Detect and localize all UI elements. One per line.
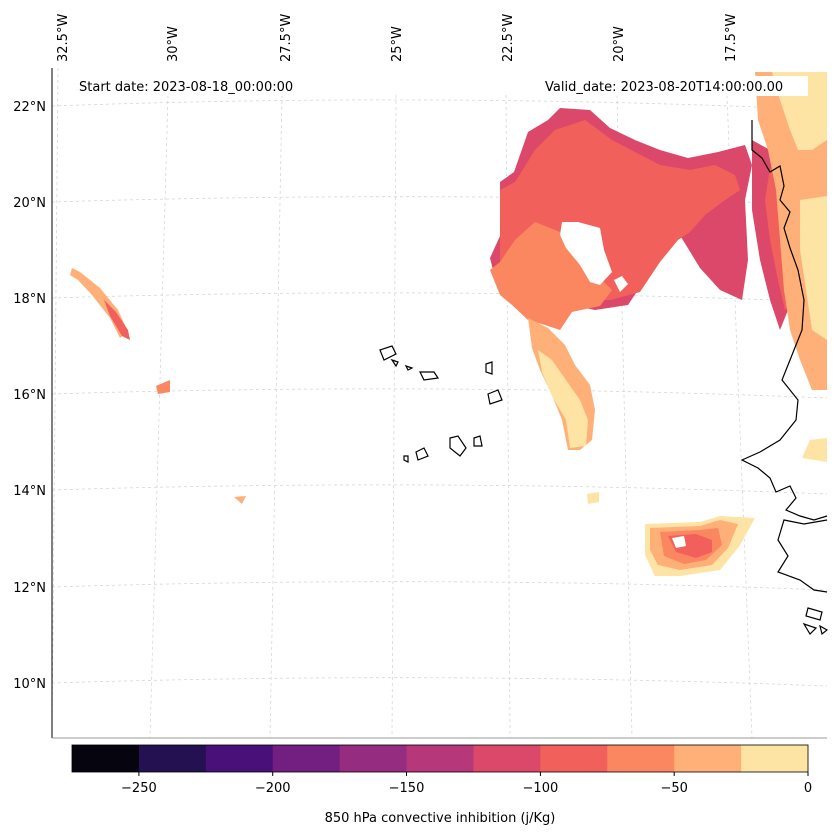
- colorbar-tick-label: −150: [389, 781, 425, 796]
- cin-field: [70, 72, 827, 576]
- meridian-line: [269, 94, 283, 739]
- colorbar: −250 −200 −150 −100 −50 0 850 hPa convec…: [71, 744, 812, 826]
- colorbar-swatch: [205, 745, 274, 772]
- cape-verde-island: [449, 435, 467, 457]
- meridian-line: [726, 94, 753, 739]
- meridian-line: [391, 94, 397, 739]
- parallel-line: [51, 677, 828, 687]
- map-frame: [51, 68, 827, 739]
- start-date-label: Start date: 2023-08-18_00:00:00: [79, 80, 293, 95]
- valid-date-label: Valid_date: 2023-08-20T14:00:00.00: [545, 80, 783, 95]
- bijagos-coastline: [802, 607, 829, 636]
- colorbar-swatch: [741, 745, 809, 772]
- valid-date-box: [540, 76, 808, 96]
- longitude-label: 30°W: [166, 26, 181, 62]
- cin-patch: [234, 496, 246, 504]
- cin-coastal-strip: [802, 438, 827, 462]
- cin-region-light: [490, 222, 612, 330]
- parallel-line: [51, 581, 828, 591]
- parallel-line: [51, 292, 828, 303]
- longitude-labels: 32.5°W 30°W 27.5°W 25°W 22.5°W 20°W 17.5…: [56, 14, 739, 62]
- cin-gap: [560, 222, 612, 285]
- longitude-label: 25°W: [390, 26, 405, 62]
- colorbar-swatch: [473, 745, 541, 772]
- parallel-line: [51, 484, 828, 495]
- meridian-line: [616, 94, 633, 739]
- latitude-label: 18°N: [13, 292, 46, 307]
- latitude-label: 10°N: [13, 677, 46, 692]
- colorbar-swatch: [674, 745, 742, 772]
- colorbar-swatch: [72, 745, 140, 772]
- longitude-label: 27.5°W: [279, 14, 294, 62]
- latitude-labels: 22°N 20°N 18°N 16°N 14°N 12°N 10°N: [13, 100, 46, 692]
- cin-coastal-lightest: [800, 196, 827, 340]
- graticule: [51, 67, 828, 739]
- colorbar-swatch: [540, 745, 608, 772]
- colorbar-tick-labels: −250 −200 −150 −100 −50 0: [121, 781, 812, 796]
- longitude-label: 32.5°W: [56, 14, 71, 62]
- colorbar-outline: [71, 744, 809, 773]
- coastlines: [379, 120, 829, 636]
- cin-gap: [614, 276, 628, 292]
- parallel-line: [51, 99, 828, 111]
- cin-patch: [104, 300, 130, 340]
- africa-coastline: [777, 519, 828, 593]
- colorbar-tick-label: −50: [660, 781, 687, 796]
- latitude-label: 16°N: [13, 388, 46, 403]
- latitude-label: 12°N: [13, 581, 46, 596]
- cape-verde-island: [415, 447, 429, 461]
- colorbar-title: 850 hPa convective inhibition (j/Kg): [325, 811, 556, 826]
- colorbar-tick-label: −250: [121, 781, 157, 796]
- colorbar-swatch: [272, 745, 341, 772]
- cape-verde-island: [390, 358, 399, 368]
- cape-verde-island: [473, 435, 483, 447]
- latitude-label: 20°N: [13, 196, 46, 211]
- colorbar-tick-label: 0: [804, 781, 812, 796]
- meridian-line: [51, 67, 59, 739]
- cape-verde-island: [404, 364, 414, 371]
- cin-patch: [587, 492, 599, 504]
- cape-verde-island: [379, 345, 397, 361]
- cin-region-lightest: [538, 350, 588, 448]
- latitude-label: 14°N: [13, 484, 46, 499]
- colorbar-tick-label: −100: [523, 781, 559, 796]
- longitude-label: 17.5°W: [724, 14, 739, 62]
- colorbar-ticks: [138, 772, 809, 776]
- cape-verde-island: [485, 361, 493, 375]
- colorbar-swatch: [339, 745, 408, 772]
- meridian-line: [505, 94, 511, 739]
- meridian-line: [149, 94, 169, 739]
- cin-patch: [156, 380, 170, 394]
- cin-south-blob: [672, 536, 686, 548]
- start-date-box: [72, 76, 316, 96]
- africa-coastline: [740, 120, 828, 521]
- longitude-label: 20°W: [612, 26, 627, 62]
- colorbar-swatch: [406, 745, 474, 772]
- cape-verde-island: [403, 455, 409, 463]
- colorbar-swatch: [607, 745, 675, 772]
- cape-verde-island: [419, 371, 440, 381]
- colorbar-swatches: [72, 745, 809, 772]
- colorbar-swatch: [138, 745, 207, 772]
- parallel-line: [51, 196, 828, 206]
- cape-verde-island: [487, 389, 503, 405]
- colorbar-tick-label: −200: [255, 781, 291, 796]
- latitude-label: 22°N: [13, 100, 46, 115]
- cin-coastal-light: [755, 72, 827, 390]
- longitude-label: 22.5°W: [501, 14, 516, 62]
